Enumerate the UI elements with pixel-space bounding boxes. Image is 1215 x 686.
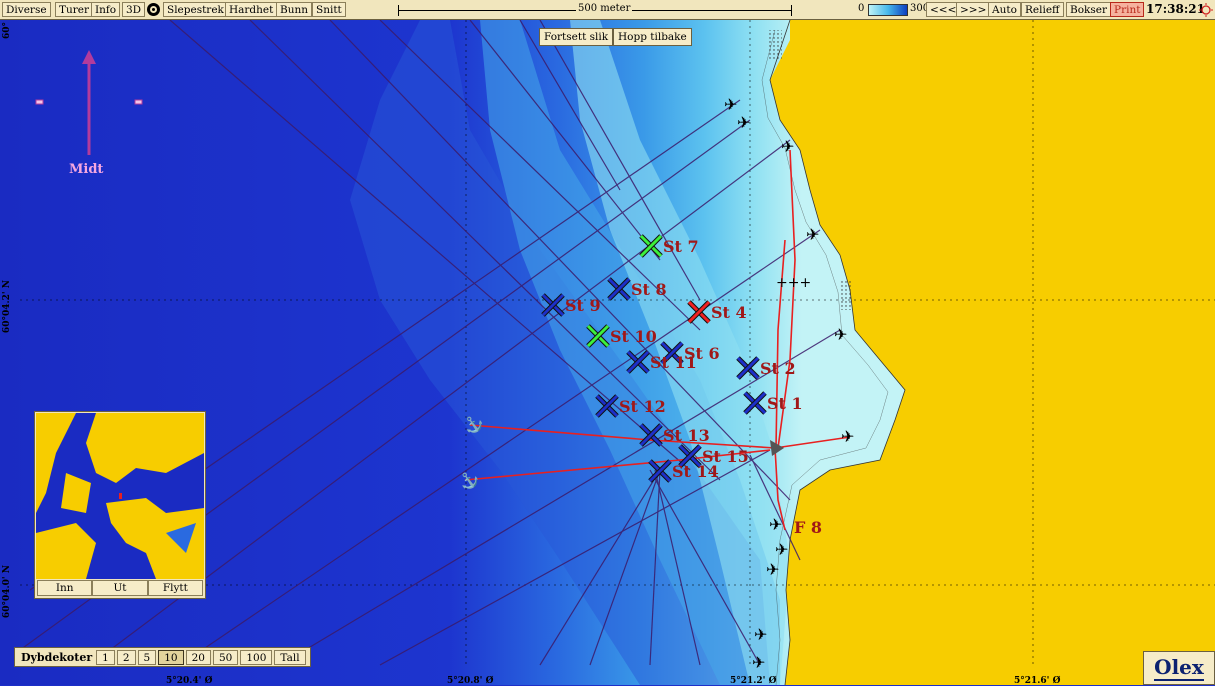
lon-label-3: 5°21.2' Ø <box>730 676 777 686</box>
contour-option-100[interactable]: 100 <box>240 649 273 665</box>
station-label: St 13 <box>663 426 710 445</box>
olex-logo: Olex <box>1143 651 1215 685</box>
station-marker[interactable]: St 10 <box>586 324 657 348</box>
overview-map-canvas[interactable] <box>36 413 204 579</box>
station-label: St 6 <box>684 344 720 363</box>
svg-text:✈: ✈ <box>754 625 767 644</box>
svg-text:✈: ✈ <box>752 653 765 672</box>
station-label: St 12 <box>619 397 666 416</box>
menu-3d-button[interactable]: 3D <box>122 2 146 17</box>
svg-text:✈: ✈ <box>766 560 779 579</box>
print-button[interactable]: Print <box>1110 2 1145 17</box>
depth-gradient <box>868 4 908 16</box>
menu-turer-button[interactable]: Turer <box>55 2 94 17</box>
clock: 17:38:21 <box>1146 2 1205 16</box>
station-label: St 1 <box>767 394 803 413</box>
station-label: St 9 <box>565 296 601 315</box>
station-label: St 4 <box>711 303 747 322</box>
contour-option-5[interactable]: 5 <box>137 649 157 665</box>
lat-label-top: 60° <box>2 22 12 40</box>
scale-bar: 500 meter <box>398 3 792 17</box>
svg-text:✈: ✈ <box>841 427 854 446</box>
station-marker[interactable]: St 7 <box>639 234 699 258</box>
overview-map[interactable]: Inn Ut Flytt <box>34 411 206 599</box>
menu-diverse-button[interactable]: Diverse <box>2 2 51 17</box>
next-button[interactable]: >>> <box>956 2 991 17</box>
auto-button[interactable]: Auto <box>988 2 1021 17</box>
svg-text:✈: ✈ <box>724 95 737 114</box>
station-marker[interactable]: St 1 <box>743 391 803 415</box>
svg-text:✈: ✈ <box>806 225 819 244</box>
station-marker[interactable]: St 2 <box>736 356 796 380</box>
depth-max-label: 300 <box>910 3 930 14</box>
sun-icon[interactable] <box>1199 3 1213 17</box>
lon-label-4: 5°21.6' Ø <box>1014 676 1061 686</box>
station-marker[interactable]: St 8 <box>607 277 667 301</box>
station-marker[interactable]: St 12 <box>595 394 666 418</box>
jump-back-button[interactable]: Hopp tilbake <box>613 28 692 46</box>
svg-text:✈: ✈ <box>775 540 788 559</box>
brand-label: Olex <box>1154 655 1204 681</box>
contour-option-50[interactable]: 50 <box>212 649 239 665</box>
lon-label-1: 5°20.4' Ø <box>166 676 213 686</box>
svg-text:✈: ✈ <box>769 515 782 534</box>
station-marker[interactable]: St 4 <box>687 300 747 324</box>
station-label: St 10 <box>610 327 657 346</box>
station-marker[interactable]: St 15 <box>678 444 749 468</box>
svg-text:+++: +++ <box>776 275 811 291</box>
depth-contour-selector: Dybdekoter 1 2 5 10 20 50 100 Tall <box>14 647 311 667</box>
svg-text:✈: ✈ <box>781 137 794 156</box>
relieff-button[interactable]: Relieff <box>1021 2 1064 17</box>
scale-label: 500 meter <box>576 3 633 14</box>
menu-hardhet-button[interactable]: Hardhet <box>225 2 278 17</box>
north-arrow <box>35 50 143 155</box>
move-button[interactable]: Flytt <box>147 580 203 596</box>
station-label: St 2 <box>760 359 796 378</box>
prev-button[interactable]: <<< <box>926 2 961 17</box>
station-label: St 15 <box>702 447 749 466</box>
station-marker[interactable]: St 6 <box>660 341 720 365</box>
depth-min-label: 0 <box>858 3 865 14</box>
contour-option-tall[interactable]: Tall <box>274 649 306 665</box>
station-label: St 14 <box>672 462 719 481</box>
station-label: St 7 <box>663 237 699 256</box>
station-label: St 11 <box>650 353 697 372</box>
station-marker[interactable]: St 14 <box>648 459 719 483</box>
compass-label: Midt <box>69 162 103 177</box>
menu-slepestrek-button[interactable]: Slepestrek <box>163 2 228 17</box>
lat-label-low: 60°04.0' N <box>2 565 12 619</box>
station-marker[interactable]: St 9 <box>541 293 601 317</box>
contour-option-20[interactable]: 20 <box>185 649 211 665</box>
station-marker[interactable]: F 8 <box>794 518 822 537</box>
zoom-in-button[interactable]: Inn <box>37 580 93 596</box>
continue-button[interactable]: Fortsett slik <box>539 28 614 46</box>
contour-option-1[interactable]: 1 <box>96 649 115 665</box>
svg-text:✈: ✈ <box>737 113 750 132</box>
bokser-button[interactable]: Bokser <box>1066 2 1112 17</box>
contour-option-10[interactable]: 10 <box>158 649 184 665</box>
contour-option-2[interactable]: 2 <box>116 649 136 665</box>
zoom-out-button[interactable]: Ut <box>92 580 148 596</box>
lat-label-mid: 60°04.2' N <box>2 280 12 334</box>
station-label: St 8 <box>631 280 667 299</box>
menu-snitt-button[interactable]: Snitt <box>312 2 346 17</box>
target-icon[interactable] <box>147 3 160 16</box>
station-marker[interactable]: St 13 <box>639 423 710 447</box>
svg-text:✈: ✈ <box>834 325 847 344</box>
menu-info-button[interactable]: Info <box>91 2 121 17</box>
lon-label-2: 5°20.8' Ø <box>447 676 494 686</box>
depth-contour-label: Dybdekoter <box>21 650 93 664</box>
menu-bunn-button[interactable]: Bunn <box>276 2 313 17</box>
top-toolbar: Diverse Turer Info 3D Slepestrek Hardhet… <box>0 0 1215 20</box>
station-marker[interactable]: St 11 <box>626 350 697 374</box>
station-label: F 8 <box>794 518 822 537</box>
